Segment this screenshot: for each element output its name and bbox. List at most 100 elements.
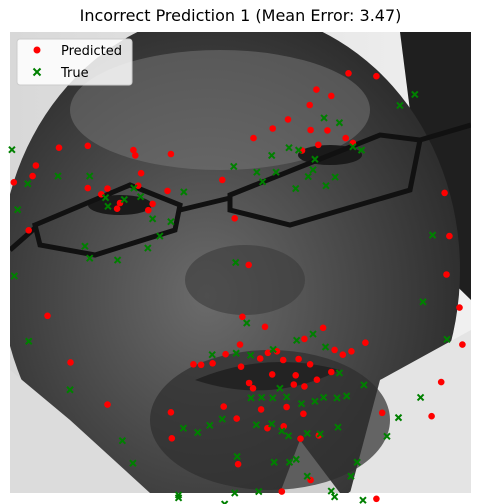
true-point-87: [194, 428, 202, 437]
true-point-63: [309, 330, 317, 338]
predicted-point-83: [297, 435, 304, 443]
predicted-point-76: [220, 403, 227, 410]
predicted-point-48: [239, 313, 246, 321]
true-point-85: [334, 423, 342, 431]
predicted-point-64: [264, 349, 272, 357]
true-point-71: [282, 393, 291, 401]
predicted-point-38: [443, 271, 450, 278]
predicted-point-0: [345, 70, 352, 77]
true-point-82: [284, 432, 293, 440]
true-point-53: [303, 472, 311, 480]
legend-item-true: True: [32, 66, 89, 81]
predicted-point-50: [236, 341, 244, 348]
true-point-33: [144, 244, 152, 252]
true-point-91: [292, 455, 300, 464]
predicted-point-5: [269, 125, 277, 132]
predicted-point-3: [306, 101, 314, 109]
true-point-44: [353, 458, 361, 466]
legend: Predicted True: [16, 38, 133, 86]
true-point-66: [360, 381, 368, 389]
predicted-point-46: [167, 409, 175, 416]
predicted-point-53: [319, 324, 327, 332]
predicted-point-67: [306, 361, 314, 368]
true-point-48: [66, 386, 74, 394]
true-point-78: [218, 415, 226, 423]
legend-item-predicted: Predicted: [33, 44, 122, 59]
predicted-point-19: [137, 169, 145, 177]
predicted-point-37: [446, 232, 453, 240]
predicted-point-43: [44, 312, 51, 320]
true-point-35: [113, 256, 122, 264]
predicted-point-58: [190, 361, 197, 368]
true-point-51: [220, 500, 229, 504]
true-point-52: [255, 487, 263, 496]
figure-title: Incorrect Prediction 1 (Mean Error: 3.47…: [79, 6, 402, 25]
true-point-38: [428, 231, 437, 239]
predicted-point-29: [149, 200, 156, 208]
true-point-60: [246, 351, 255, 359]
true-point-89: [270, 458, 278, 466]
predicted-point-30: [113, 205, 121, 212]
predicted-point-14: [55, 144, 63, 151]
true-point-75: [333, 394, 341, 402]
predicted-point-18: [167, 150, 175, 158]
true-point-39: [419, 298, 427, 306]
true-point-84: [316, 430, 324, 438]
true-point-9: [311, 155, 319, 163]
true-point-34: [81, 242, 89, 250]
predicted-point-87: [278, 488, 286, 495]
predicted-point-34: [25, 227, 32, 234]
predicted-point-71: [290, 381, 298, 388]
predicted-point-39: [456, 304, 463, 311]
true-point-6: [285, 144, 293, 152]
true-point-16: [258, 178, 267, 186]
predicted-point-21: [32, 162, 40, 169]
true-point-54: [327, 487, 335, 495]
true-point-46: [10, 272, 19, 280]
predicted-point-60: [209, 360, 216, 367]
predicted-point-42: [428, 412, 435, 420]
predicted-point-7: [307, 126, 314, 134]
true-point-62: [292, 336, 301, 345]
predicted-point-13: [250, 134, 257, 142]
predicted-point-59: [197, 361, 205, 369]
predicted-point-22: [29, 172, 36, 180]
legend-predicted-label: Predicted: [61, 44, 122, 59]
predicted-point-62: [237, 363, 245, 371]
predicted-point-40: [459, 341, 466, 348]
true-point-2: [320, 114, 328, 122]
true-point-27: [120, 195, 128, 204]
predicted-point-15: [84, 142, 92, 150]
true-point-17: [272, 168, 280, 176]
true-point-86: [179, 424, 188, 432]
predicted-point-52: [301, 335, 308, 343]
predicted-point-9: [315, 141, 322, 149]
predicted-point-1: [373, 72, 380, 80]
true-point-42: [394, 413, 403, 422]
true-point-55: [330, 493, 339, 501]
predicted-points: [10, 70, 466, 503]
predicted-point-35: [245, 261, 252, 269]
predicted-point-80: [233, 415, 240, 422]
true-point-23: [86, 172, 94, 180]
predicted-point-61: [222, 350, 229, 358]
predicted-point-36: [441, 189, 448, 197]
true-point-92: [129, 459, 137, 467]
true-point-13: [322, 181, 330, 190]
predicted-point-68: [328, 368, 335, 376]
true-point-41: [416, 393, 425, 402]
predicted-point-44: [67, 359, 74, 366]
true-point-28: [136, 193, 145, 201]
predicted-point-66: [295, 355, 302, 363]
predicted-point-49: [261, 323, 269, 331]
true-point-25: [180, 188, 188, 196]
predicted-point-85: [378, 409, 386, 417]
predicted-point-26: [164, 187, 171, 195]
predicted-point-54: [331, 346, 338, 354]
legend-true-label: True: [60, 66, 89, 81]
predicted-point-77: [257, 406, 265, 413]
true-point-74: [319, 393, 328, 402]
predicted-point-65: [279, 356, 287, 364]
predicted-point-31: [145, 206, 152, 214]
